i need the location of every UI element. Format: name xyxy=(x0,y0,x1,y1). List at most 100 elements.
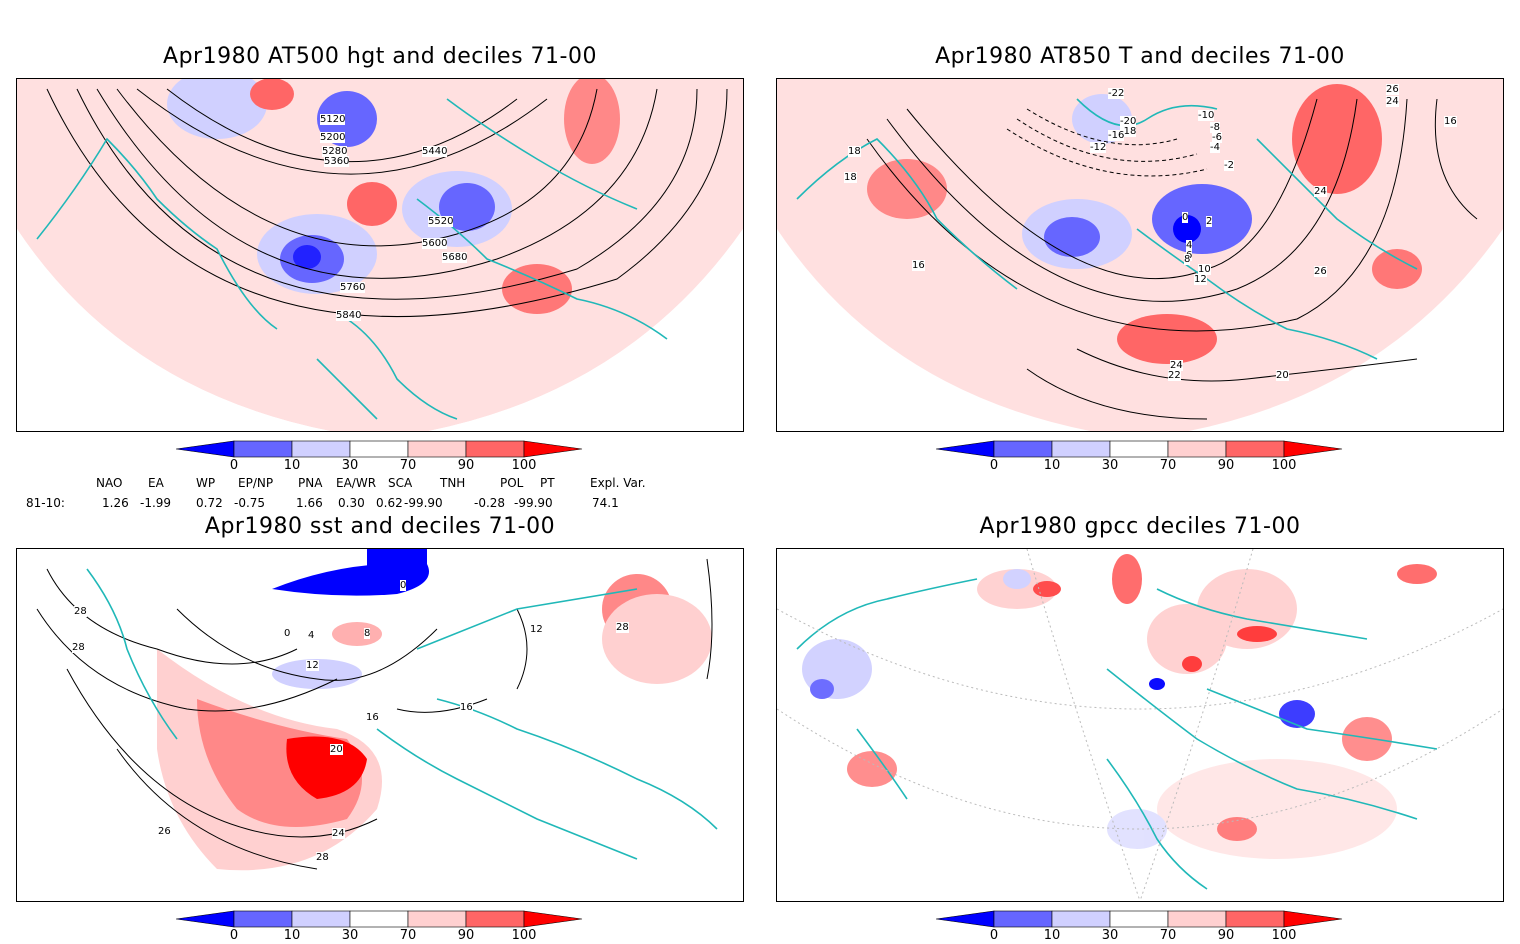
contour-label: 24 xyxy=(1314,186,1327,197)
contour-label: 8 xyxy=(364,628,371,639)
contour-label: 5840 xyxy=(336,310,362,321)
map-t850 xyxy=(776,78,1504,432)
map-gpcc-svg xyxy=(777,549,1503,901)
contour-label: 5280 xyxy=(322,146,348,157)
contour-label: 5680 xyxy=(442,252,468,263)
colorbar-swatch xyxy=(291,440,351,458)
colorbar-tick: 10 xyxy=(283,928,301,943)
contour-label: 10 xyxy=(1198,264,1211,275)
colorbar-swatch xyxy=(1109,440,1169,458)
colorbar-swatch xyxy=(523,910,583,928)
index-value: 0.30 xyxy=(338,496,365,510)
contour-labels-sst: 28 28 0 0 4 8 12 16 16 20 24 26 28 12 28 xyxy=(16,548,742,900)
index-header: EA xyxy=(148,476,164,490)
contour-label: -20 xyxy=(1120,116,1137,127)
contour-label: 5200 xyxy=(320,132,346,143)
index-header: WP xyxy=(196,476,216,490)
contour-label: 28 xyxy=(72,642,85,653)
contour-label: 22 xyxy=(1168,370,1181,381)
colorbar-tick: 70 xyxy=(1159,928,1177,943)
map-gpcc xyxy=(776,548,1504,902)
colorbar-swatch xyxy=(1167,910,1227,928)
contour-label: 5520 xyxy=(428,216,454,227)
index-header: PT xyxy=(540,476,555,490)
colorbar-swatch xyxy=(993,910,1053,928)
map-hgt xyxy=(16,78,744,432)
contour-label: 2 xyxy=(1206,216,1213,227)
colorbar-swatch xyxy=(175,440,235,458)
contour-label: 24 xyxy=(1386,96,1399,107)
index-value: 1.26 xyxy=(102,496,129,510)
colorbar-swatch xyxy=(349,910,409,928)
colorbar-swatch xyxy=(407,440,467,458)
contour-label: -4 xyxy=(1210,142,1220,153)
colorbar-swatch xyxy=(175,910,235,928)
colorbar-tick: 10 xyxy=(1043,458,1061,473)
colorbar-swatch xyxy=(1283,440,1343,458)
colorbar-tick: 30 xyxy=(341,458,359,473)
contour-label: 5360 xyxy=(324,156,350,167)
colorbar-swatch xyxy=(407,910,467,928)
contour-label: 4 xyxy=(308,630,315,641)
index-header: TNH xyxy=(440,476,466,490)
colorbar-tick: 70 xyxy=(399,928,417,943)
panel-title-sst: Apr1980 sst and deciles 71-00 xyxy=(204,514,556,539)
contour-labels-t850: -22 -20 -18 -16 -12 -10 -8 -6 -4 -2 0 2 … xyxy=(776,78,1502,430)
contour-label: -2 xyxy=(1224,160,1234,171)
colorbar-tick: 100 xyxy=(511,458,537,473)
index-header: EA/WR xyxy=(336,476,377,490)
index-header: Expl. Var. xyxy=(590,476,646,490)
contour-label: 20 xyxy=(1276,370,1289,381)
colorbar-gpcc-svg xyxy=(935,910,1343,928)
contour-label: 0 xyxy=(284,628,291,639)
index-header: POL xyxy=(500,476,524,490)
contour-label: 5440 xyxy=(422,146,448,157)
colorbar-tick: 0 xyxy=(229,928,239,943)
colorbar-hgt-svg xyxy=(175,440,583,458)
colorbar-swatch xyxy=(1051,440,1111,458)
contour-label: 16 xyxy=(1444,116,1457,127)
colorbar-tick: 0 xyxy=(229,458,239,473)
colorbar-tick: 90 xyxy=(1217,458,1235,473)
colorbar-t850-svg xyxy=(935,440,1343,458)
index-value: 0.62 xyxy=(376,496,403,510)
colorbar-tick: 90 xyxy=(1217,928,1235,943)
colorbar-tick: 30 xyxy=(1101,928,1119,943)
contour-label: -6 xyxy=(1212,132,1222,143)
contour-label: 18 xyxy=(848,146,861,157)
index-header: SCA xyxy=(388,476,413,490)
contour-label: -8 xyxy=(1210,122,1220,133)
panel-title-t850: Apr1980 AT850 T and deciles 71-00 xyxy=(935,44,1345,69)
map-t850-svg xyxy=(777,79,1503,431)
colorbar-swatch xyxy=(1051,910,1111,928)
index-value: -0.28 xyxy=(474,496,506,510)
contour-label: 26 xyxy=(158,826,171,837)
colorbar-t850: 0 10 30 70 90 100 xyxy=(935,440,1356,474)
colorbar-tick: 10 xyxy=(1043,928,1061,943)
index-value: 1.66 xyxy=(296,496,323,510)
colorbar-swatch xyxy=(993,440,1053,458)
contour-label: 8 xyxy=(1184,254,1191,265)
index-value: 0.72 xyxy=(196,496,223,510)
contour-label: 26 xyxy=(1314,266,1327,277)
index-header: EP/NP xyxy=(238,476,274,490)
colorbar-swatch xyxy=(1225,440,1285,458)
colorbar-swatch xyxy=(523,440,583,458)
contour-label: 20 xyxy=(330,744,343,755)
contour-label: 0 xyxy=(1182,212,1189,223)
colorbar-tick: 90 xyxy=(457,458,475,473)
colorbar-tick: 100 xyxy=(511,928,537,943)
contour-label: 12 xyxy=(530,624,543,635)
contour-label: 18 xyxy=(844,172,857,183)
contour-label: 16 xyxy=(912,260,925,271)
contour-label: -10 xyxy=(1198,110,1215,121)
contour-label: 28 xyxy=(74,606,87,617)
contour-label: 16 xyxy=(460,702,473,713)
colorbar-swatch xyxy=(1109,910,1169,928)
contour-label: 28 xyxy=(616,622,629,633)
colorbar-tick: 0 xyxy=(989,458,999,473)
contour-label: 5760 xyxy=(340,282,366,293)
panel-title-gpcc: Apr1980 gpcc deciles 71-00 xyxy=(979,514,1301,539)
colorbar-tick: 90 xyxy=(457,928,475,943)
colorbar-swatch xyxy=(233,440,293,458)
